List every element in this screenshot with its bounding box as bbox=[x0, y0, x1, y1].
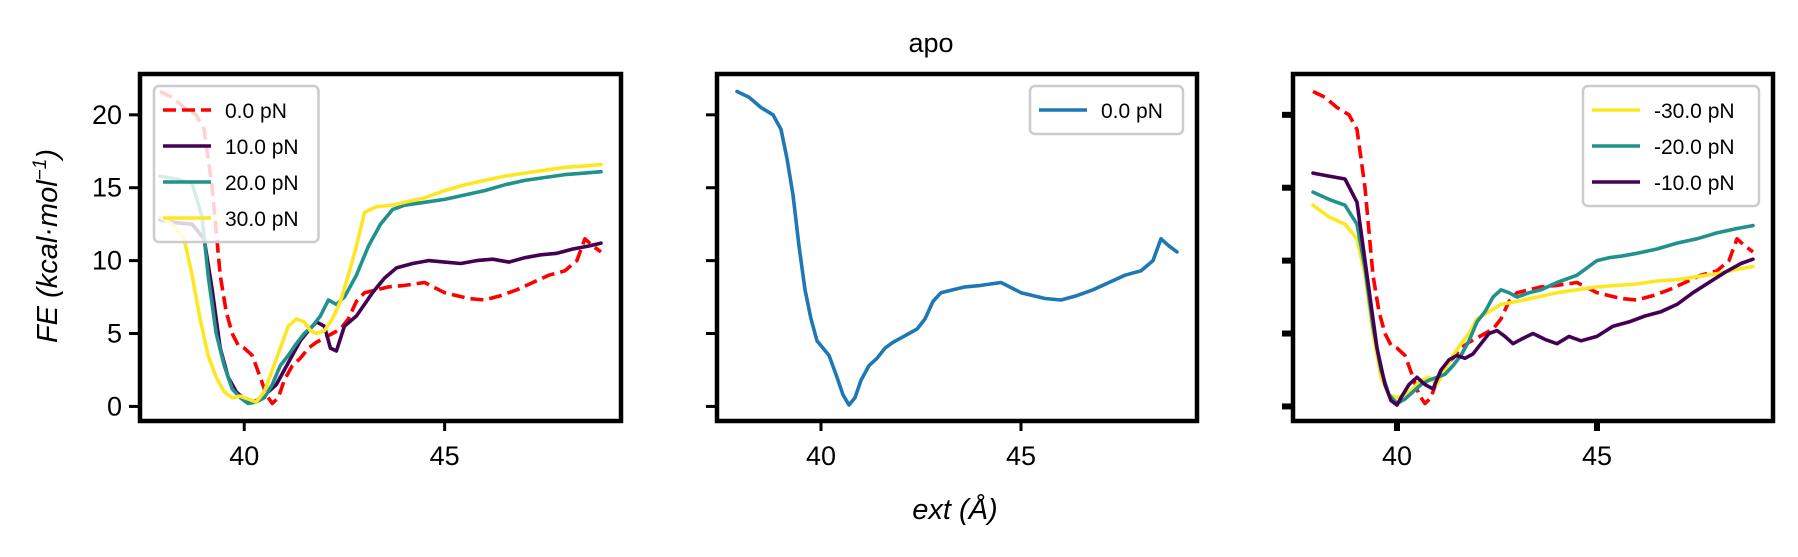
panel-3: 40 45 -30.0 pN -20.0 pN -10.0 pN bbox=[1282, 71, 1776, 471]
legend-label: -20.0 pN bbox=[1654, 136, 1735, 159]
legend-box bbox=[1028, 84, 1185, 136]
legend-label: 0.0 pN bbox=[1101, 100, 1163, 123]
x-tick-label: 40 bbox=[229, 441, 259, 471]
y-tick-label: 0 bbox=[107, 391, 122, 421]
x-tick-label: 45 bbox=[1582, 441, 1612, 471]
axes-frame bbox=[714, 71, 1200, 424]
plot-area bbox=[735, 89, 1179, 407]
y-tick-label: 5 bbox=[107, 319, 122, 349]
y-tick-label: 15 bbox=[92, 173, 122, 203]
legend-label: 0.0 pN bbox=[225, 100, 287, 123]
legend-label: -10.0 pN bbox=[1654, 172, 1735, 195]
x-axis-label: ext (Å) bbox=[912, 493, 997, 526]
series-line-1 bbox=[1312, 89, 1755, 406]
legend-label: -30.0 pN bbox=[1654, 100, 1735, 123]
panel-2: 40 45 0.0 pN bbox=[706, 71, 1200, 471]
legend: 0.0 pN 10.0 pN 20.0 pN 30.0 pN bbox=[152, 84, 320, 244]
legend-label: 10.0 pN bbox=[225, 136, 299, 159]
y-tick-label: 10 bbox=[92, 246, 122, 276]
x-tick-label: 45 bbox=[430, 441, 460, 471]
legend-box bbox=[1581, 84, 1761, 208]
series-line-4 bbox=[158, 162, 603, 404]
y-axis-label: FE (kcal·mol−1) bbox=[30, 149, 64, 343]
legend-label: 20.0 pN bbox=[225, 172, 299, 195]
series-line-1 bbox=[735, 89, 1179, 407]
legend: -30.0 pN -20.0 pN -10.0 pN bbox=[1581, 84, 1761, 208]
y-tick-label: 20 bbox=[92, 100, 122, 130]
figure-title: apo bbox=[908, 28, 953, 58]
legend-box bbox=[152, 84, 320, 244]
x-tick-label: 45 bbox=[1006, 441, 1036, 471]
series-line-4 bbox=[1311, 171, 1755, 407]
axes-frame bbox=[137, 71, 624, 424]
series-line-3 bbox=[158, 169, 603, 406]
x-tick-label: 40 bbox=[806, 441, 836, 471]
panel-1: 40 45 0 5 10 15 20 0.0 pN 10.0 pN 20.0 pN 30.0 pN bbox=[92, 71, 624, 471]
legend: 0.0 pN bbox=[1028, 84, 1185, 136]
plot-area bbox=[158, 89, 603, 406]
axes-frame bbox=[1290, 71, 1776, 424]
x-tick-label: 40 bbox=[1382, 441, 1412, 471]
plot-area bbox=[1311, 89, 1755, 407]
legend-label: 30.0 pN bbox=[225, 208, 299, 231]
